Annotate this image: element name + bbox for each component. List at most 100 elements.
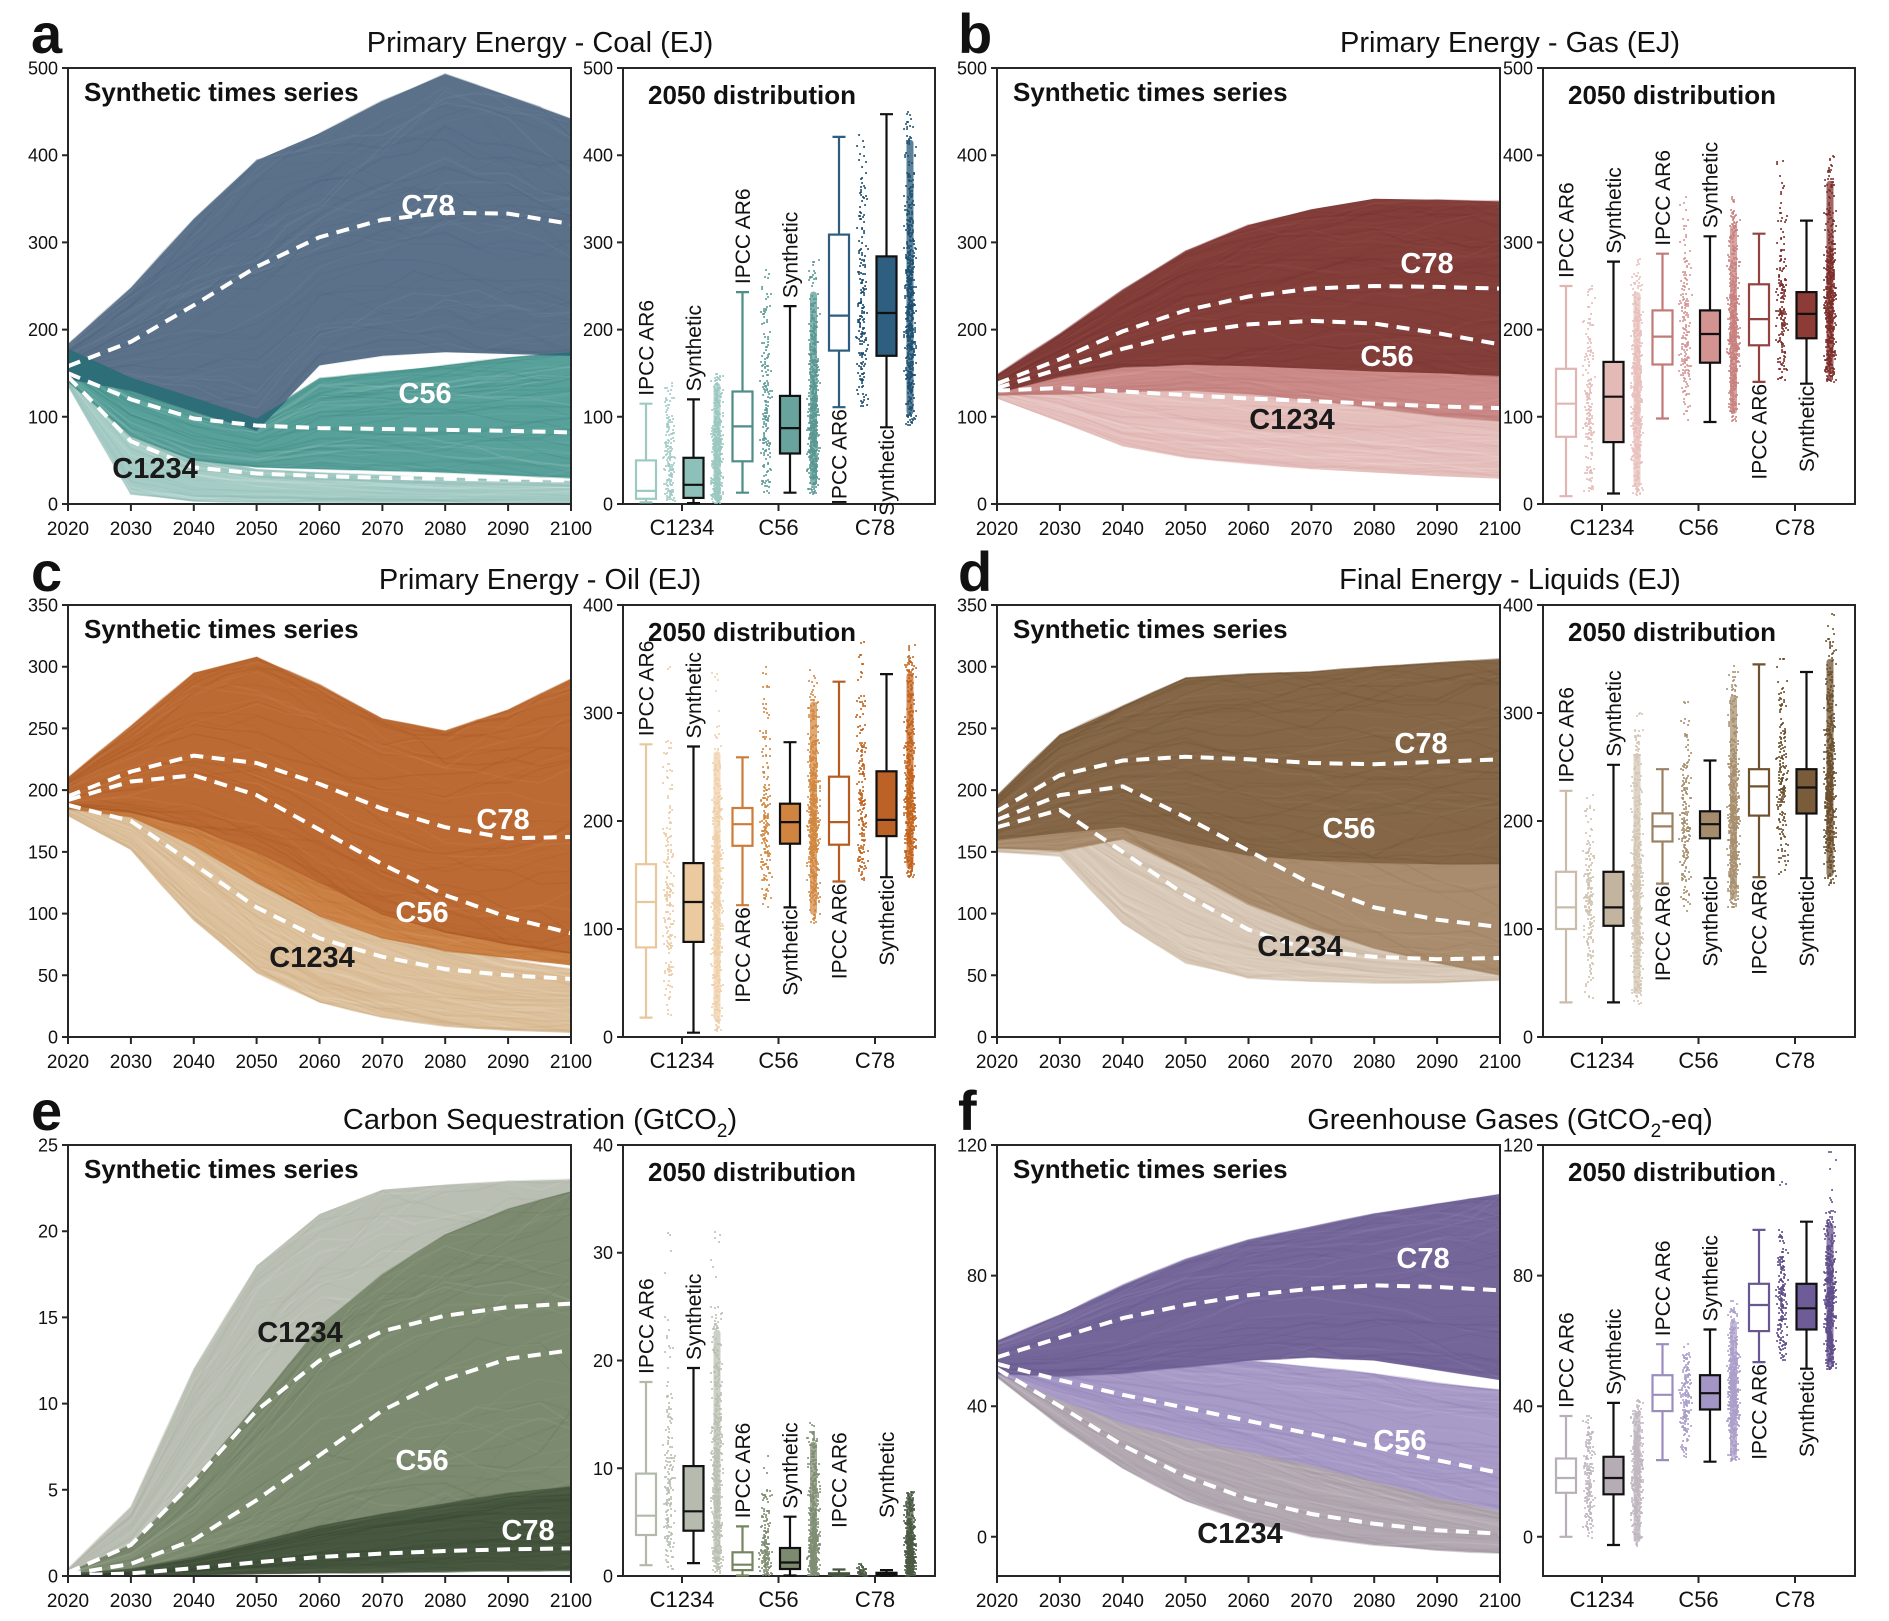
svg-text:2080: 2080 [1353,519,1395,540]
svg-text:2030: 2030 [110,1052,152,1073]
svg-text:200: 200 [28,781,58,801]
svg-text:30: 30 [593,1243,613,1263]
svg-text:100: 100 [1503,920,1533,940]
svg-text:Synthetic: Synthetic [1700,880,1723,966]
svg-text:C1234: C1234 [1570,1587,1635,1612]
svg-text:100: 100 [28,904,58,924]
svg-text:d: d [958,540,992,603]
svg-text:10: 10 [593,1459,613,1479]
svg-text:300: 300 [1503,704,1533,724]
svg-text:20: 20 [38,1222,58,1242]
svg-text:C56: C56 [758,515,798,540]
svg-text:0: 0 [1523,1527,1533,1547]
svg-text:b: b [958,2,992,65]
svg-text:0: 0 [1523,1028,1533,1048]
svg-text:2100: 2100 [550,1591,592,1612]
svg-text:IPCC AR6: IPCC AR6 [829,409,852,505]
svg-text:200: 200 [28,320,58,340]
svg-text:IPCC AR6: IPCC AR6 [829,884,852,980]
svg-text:2060: 2060 [1227,519,1269,540]
svg-text:Synthetic: Synthetic [683,652,706,738]
svg-text:2030: 2030 [110,519,152,540]
svg-text:IPCC AR6: IPCC AR6 [636,300,659,396]
svg-text:C56: C56 [1360,341,1413,373]
svg-text:Synthetic times series: Synthetic times series [84,614,359,644]
svg-text:C56: C56 [395,897,448,929]
svg-text:200: 200 [1503,812,1533,832]
svg-text:2040: 2040 [1102,1052,1144,1073]
svg-text:200: 200 [957,781,987,801]
svg-text:2090: 2090 [487,1591,529,1612]
svg-text:Synthetic: Synthetic [780,909,803,995]
svg-text:0: 0 [977,495,987,515]
svg-text:300: 300 [583,704,613,724]
svg-text:IPCC AR6: IPCC AR6 [1652,886,1675,982]
svg-text:2030: 2030 [1039,1591,1081,1612]
svg-text:C1234: C1234 [112,453,197,485]
svg-text:2080: 2080 [424,1591,466,1612]
svg-text:IPCC AR6: IPCC AR6 [1556,182,1579,278]
svg-text:400: 400 [1503,596,1533,616]
svg-text:IPCC AR6: IPCC AR6 [1749,1364,1772,1460]
svg-text:C78: C78 [855,1587,895,1612]
svg-text:C56: C56 [1678,1587,1718,1612]
svg-text:25: 25 [38,1136,58,1156]
svg-text:350: 350 [957,596,987,616]
svg-text:400: 400 [583,596,613,616]
svg-text:Synthetic: Synthetic [1603,167,1626,253]
svg-text:C1234: C1234 [650,1587,715,1612]
svg-text:C78: C78 [1394,728,1447,760]
svg-text:100: 100 [957,407,987,427]
svg-text:2020: 2020 [47,1052,89,1073]
svg-text:2100: 2100 [1479,1591,1521,1612]
svg-text:Synthetic times series: Synthetic times series [1013,1154,1288,1184]
svg-text:2070: 2070 [361,519,403,540]
svg-text:40: 40 [1513,1397,1533,1417]
svg-text:200: 200 [583,812,613,832]
svg-text:15: 15 [38,1308,58,1328]
svg-text:120: 120 [957,1136,987,1156]
svg-text:2060: 2060 [1227,1052,1269,1073]
svg-text:Synthetic times series: Synthetic times series [1013,77,1288,107]
svg-text:Synthetic: Synthetic [876,429,899,515]
svg-text:2020: 2020 [976,1591,1018,1612]
svg-text:2070: 2070 [1290,1591,1332,1612]
svg-text:2050: 2050 [1164,519,1206,540]
svg-text:2070: 2070 [361,1591,403,1612]
svg-text:2050 distribution: 2050 distribution [1568,80,1776,110]
svg-text:100: 100 [957,904,987,924]
svg-text:IPCC AR6: IPCC AR6 [732,188,755,284]
svg-text:C1234: C1234 [257,1317,342,1349]
svg-text:IPCC AR6: IPCC AR6 [636,1278,659,1374]
svg-text:2050 distribution: 2050 distribution [648,80,856,110]
svg-text:300: 300 [1503,233,1533,253]
svg-text:IPCC AR6: IPCC AR6 [1556,1312,1579,1408]
svg-text:2060: 2060 [1227,1591,1269,1612]
svg-text:2040: 2040 [173,519,215,540]
svg-text:350: 350 [28,596,58,616]
svg-text:200: 200 [957,320,987,340]
svg-text:C78: C78 [1775,1587,1815,1612]
svg-text:IPCC AR6: IPCC AR6 [732,1423,755,1519]
svg-text:100: 100 [583,407,613,427]
svg-text:10: 10 [38,1394,58,1414]
svg-text:2050 distribution: 2050 distribution [1568,617,1776,647]
svg-text:C56: C56 [1322,813,1375,845]
svg-text:0: 0 [603,495,613,515]
svg-text:150: 150 [28,842,58,862]
svg-text:80: 80 [967,1266,987,1286]
svg-text:Synthetic: Synthetic [1603,670,1626,756]
svg-text:2070: 2070 [361,1052,403,1073]
svg-text:Final Energy - Liquids (EJ): Final Energy - Liquids (EJ) [1339,564,1681,596]
svg-text:C78: C78 [855,1048,895,1073]
svg-text:C78: C78 [1396,1243,1449,1275]
svg-text:0: 0 [1523,495,1533,515]
svg-text:2100: 2100 [550,519,592,540]
svg-text:2050: 2050 [235,519,277,540]
svg-text:500: 500 [957,59,987,79]
svg-text:500: 500 [583,59,613,79]
svg-text:2020: 2020 [47,1591,89,1612]
svg-text:C78: C78 [401,190,454,222]
svg-text:Primary Energy - Coal (EJ): Primary Energy - Coal (EJ) [367,27,713,59]
svg-text:Primary Energy - Oil (EJ): Primary Energy - Oil (EJ) [379,564,701,596]
